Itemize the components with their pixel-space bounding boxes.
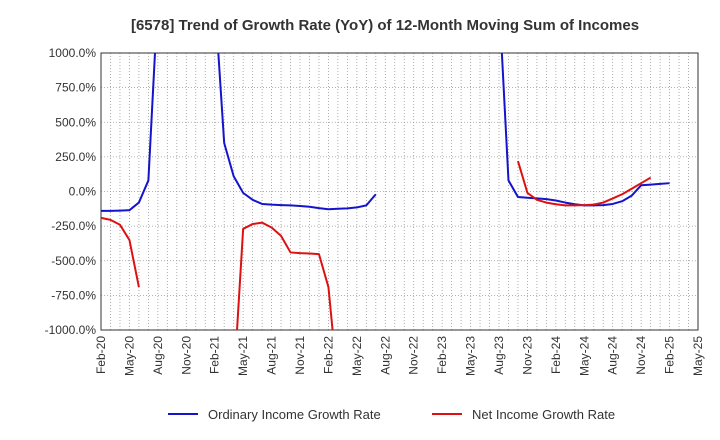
x-tick-label: Aug-20 (151, 336, 165, 375)
grid (100, 52, 699, 331)
y-tick-label: 250.0% (55, 150, 96, 164)
series-line-2 (101, 160, 652, 330)
x-tick-label: May-25 (691, 336, 705, 376)
y-tick-label: 1000.0% (49, 46, 97, 60)
x-tick-label: Feb-20 (94, 336, 108, 374)
legend-label-1: Ordinary Income Growth Rate (208, 407, 381, 422)
x-tick-label: Feb-25 (663, 336, 677, 374)
y-tick-label: -250.0% (51, 219, 96, 233)
series-layer (101, 53, 670, 330)
x-tick-label: Aug-23 (492, 336, 506, 375)
x-tick-label: Nov-23 (520, 336, 534, 375)
x-tick-label: Feb-21 (208, 336, 222, 374)
x-tick-label: Nov-22 (407, 336, 421, 375)
y-tick-label: -1000.0% (45, 323, 97, 337)
axes: 1000.0% 750.0% 500.0% 250.0% 0.0% -250.0% -500… (45, 46, 705, 376)
y-tick-label: 0.0% (69, 185, 97, 199)
chart-title: [6578] Trend of Growth Rate (YoY) of 12-… (131, 17, 639, 34)
x-tick-label: Nov-21 (293, 336, 307, 375)
y-tick-label: -500.0% (51, 254, 96, 268)
legend-label-2: Net Income Growth Rate (472, 407, 615, 422)
x-tick-label: Feb-23 (435, 336, 449, 374)
x-tick-label: May-21 (236, 336, 250, 376)
x-tick-label: Nov-24 (634, 336, 648, 375)
x-tick-label: Aug-24 (606, 336, 620, 375)
y-tick-label: 750.0% (55, 81, 96, 95)
x-tick-label: Aug-21 (265, 336, 279, 375)
plot-frame (100, 52, 699, 331)
x-tick-label: May-22 (350, 336, 364, 376)
x-tick-label: May-23 (464, 336, 478, 376)
x-tick-label: Nov-20 (179, 336, 193, 375)
x-tick-label: May-20 (122, 336, 136, 376)
x-tick-label: May-24 (577, 336, 591, 376)
legend: Ordinary Income Growth Rate Net Income Gr… (168, 407, 615, 422)
x-tick-label: Feb-24 (549, 336, 563, 374)
x-tick-label: Aug-22 (378, 336, 392, 375)
x-tick-label: Feb-22 (321, 336, 335, 374)
y-tick-label: -750.0% (51, 288, 96, 302)
y-tick-label: 500.0% (55, 115, 96, 129)
